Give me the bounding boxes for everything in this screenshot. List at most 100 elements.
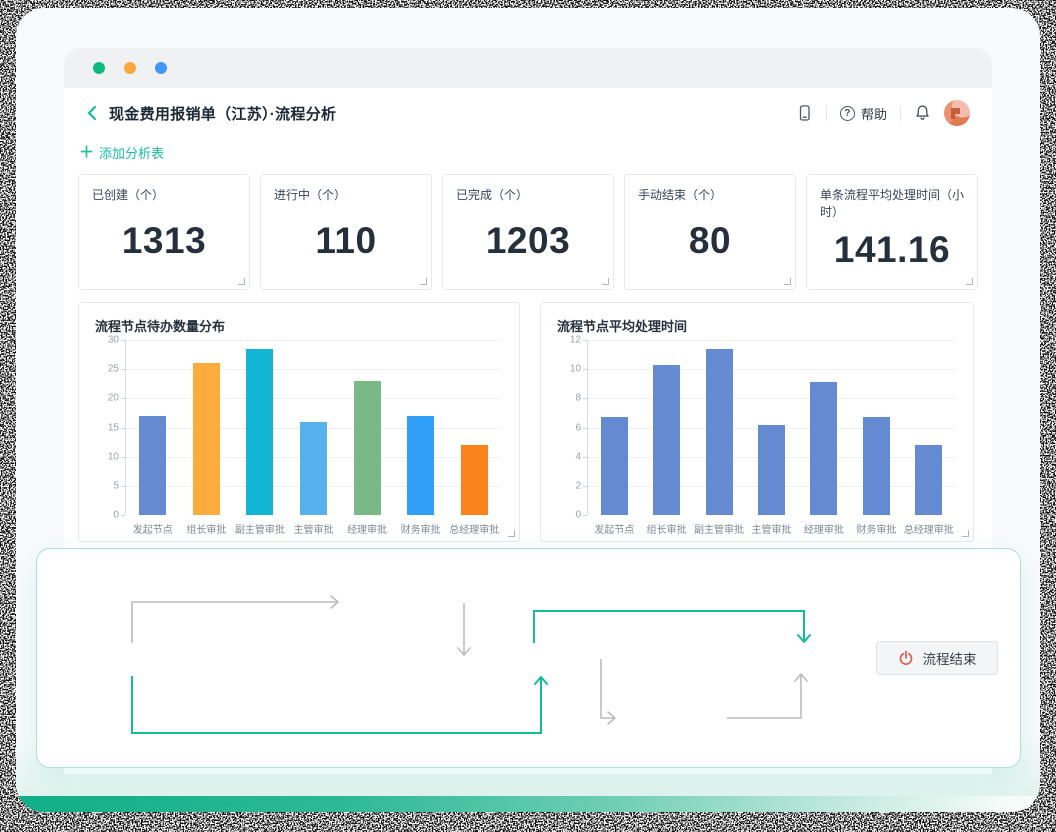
traffic-light-green[interactable]: [93, 62, 105, 74]
window-titlebar: [64, 48, 992, 88]
y-tick-label: 0: [575, 509, 581, 521]
x-tick-label: 经理审批: [347, 525, 388, 536]
flow-arrow-gray-3: [600, 659, 614, 719]
y-tick-label: 15: [107, 422, 119, 433]
axis-tick: [583, 427, 587, 429]
bar-经理审批: [353, 380, 381, 515]
flow-arrow-teal-2: [131, 676, 542, 734]
x-tick-label: 总经理审批: [903, 525, 954, 536]
chart-card-pending-distribution: 流程节点待办数量分布 0 5 10 15 20 25 30 发起节点 组长审批 副主管审批 主管审批…: [78, 302, 520, 542]
plus-icon: ＋: [79, 143, 95, 161]
question-icon: ?: [839, 105, 855, 121]
add-analysis-label: 添加分析表: [99, 145, 165, 161]
help-button[interactable]: ? 帮助: [839, 104, 887, 123]
bar-总经理审批: [460, 445, 488, 515]
y-tick-label: 0: [113, 509, 119, 521]
x-tick-label: 财务审批: [856, 525, 897, 536]
axis-tick: [583, 398, 587, 400]
bar-发起节点: [600, 417, 628, 515]
gridline: [588, 398, 955, 400]
divider: [900, 105, 901, 121]
gridline: [126, 340, 501, 341]
bar-副主管审批: [705, 348, 733, 515]
stat-card-in-progress: 进行中（个） 110: [260, 174, 432, 290]
y-tick-label: 20: [107, 392, 119, 404]
stat-label: 进行中（个）: [274, 188, 347, 202]
flow-arrow-teal-1: [533, 610, 805, 643]
power-icon: [899, 650, 912, 665]
y-tick-label: 25: [107, 363, 119, 375]
bar-组长审批: [192, 363, 220, 515]
stat-label: 已完成（个）: [456, 188, 529, 202]
traffic-light-orange[interactable]: [124, 62, 136, 74]
bar-chart-avg-processing-time: 0 2 4 6 8 10 12 发起节点 组长审批 副主管审批 主管审批 经理审批 财务审批 总经理审批: [570, 335, 955, 536]
x-tick-label: 组长审批: [186, 525, 227, 536]
bottom-teal-bar: [16, 796, 1040, 812]
process-end-label: 流程结束: [922, 652, 977, 667]
stat-value: 1203: [485, 220, 571, 261]
axis-tick: [121, 369, 125, 371]
axis-tick: [583, 515, 587, 516]
chart-title: 流程节点待办数量分布: [95, 319, 226, 334]
y-tick-label: 2: [575, 480, 581, 492]
y-tick-label: 8: [575, 392, 581, 404]
back-button[interactable]: [83, 104, 101, 122]
bar-chart-pending-distribution: 0 5 10 15 20 25 30 发起节点 组长审批 副主管审批 主管审批 经理审批 财务审批 总经理…: [108, 335, 501, 536]
gridline: [126, 369, 501, 371]
axis-tick: [583, 485, 587, 487]
user-avatar[interactable]: [944, 100, 970, 126]
stat-label: 手动结束（个）: [638, 188, 723, 202]
flow-arrow-gray-1: [131, 601, 337, 643]
resize-handle[interactable]: [602, 278, 609, 285]
flow-arrow-gray-4: [727, 675, 802, 719]
chart-title: 流程节点平均处理时间: [557, 319, 688, 334]
x-tick-label: 组长审批: [646, 525, 687, 536]
stat-card-created: 已创建（个） 1313: [78, 174, 250, 290]
x-tick-label: 总经理审批: [449, 525, 500, 536]
stat-value: 110: [315, 220, 377, 261]
axis-tick: [121, 485, 125, 487]
flow-diagram-panel: 流程结束: [36, 548, 1021, 768]
resize-handle[interactable]: [966, 278, 973, 285]
x-tick-label: 主管审批: [293, 525, 334, 536]
notification-bell-icon[interactable]: [914, 104, 931, 122]
resize-handle[interactable]: [238, 278, 245, 285]
add-analysis-button[interactable]: ＋ 添加分析表: [79, 142, 164, 162]
flow-arrows: [131, 595, 811, 734]
y-tick-label: 6: [575, 422, 581, 433]
stat-value: 1313: [121, 220, 207, 261]
resize-handle[interactable]: [420, 278, 427, 285]
stat-value: 80: [688, 220, 732, 261]
y-tick-label: 4: [575, 451, 581, 463]
bar-经理审批: [810, 382, 838, 515]
traffic-light-blue[interactable]: [155, 62, 167, 74]
gridline: [588, 340, 955, 341]
resize-handle[interactable]: [508, 530, 515, 537]
resize-handle[interactable]: [784, 278, 791, 285]
stat-card-manually-ended: 手动结束（个） 80: [624, 174, 796, 290]
process-end-button[interactable]: 流程结束: [876, 641, 998, 675]
bar-组长审批: [653, 364, 681, 515]
axis-tick: [121, 398, 125, 400]
stat-card-completed: 已完成（个） 1203: [442, 174, 614, 290]
app-header: 现金费用报销单（江苏）·流程分析 ? 帮助: [64, 92, 992, 134]
stat-label: 已创建（个）: [92, 188, 165, 202]
bar-主管审批: [300, 421, 327, 515]
stat-cards-row: 已创建（个） 1313 进行中（个） 110 已完成（个） 1203 手动结束（…: [78, 174, 978, 290]
x-tick-label: 主管审批: [751, 525, 792, 536]
device-preview-icon[interactable]: [796, 104, 813, 122]
x-tick-label: 副主管审批: [234, 525, 285, 536]
resize-handle[interactable]: [962, 530, 969, 537]
bar-发起节点: [139, 415, 167, 515]
x-tick-label: 经理审批: [803, 525, 844, 536]
stat-label: 单条流程平均处理时间（小时）: [820, 188, 965, 219]
x-tick-label: 发起节点: [594, 525, 635, 536]
chevron-left-icon: [87, 105, 97, 121]
gridline: [126, 398, 501, 400]
bar-财务审批: [862, 417, 890, 515]
axis-tick: [121, 456, 125, 458]
chart-card-avg-processing-time: 流程节点平均处理时间 0 2 4 6 8 10 12 发起节点 组长审批 副主管审批 主管审批 经理审…: [540, 302, 974, 542]
bar-主管审批: [758, 424, 785, 515]
divider: [825, 105, 827, 121]
